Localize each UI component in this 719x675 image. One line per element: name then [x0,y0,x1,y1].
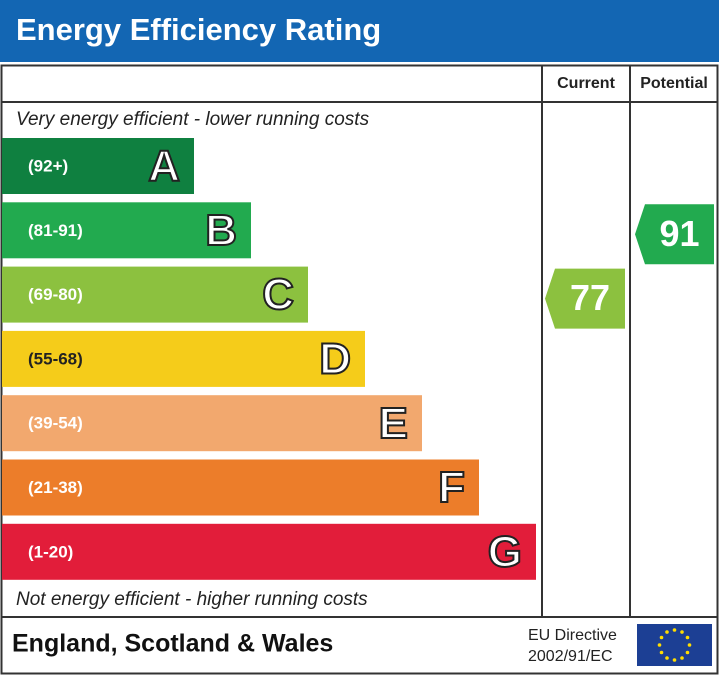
star [680,656,684,660]
star [680,630,684,634]
band-range: (55-68) [28,349,83,368]
band-range: (81-91) [28,221,83,240]
star [687,643,692,647]
star [659,635,664,640]
band-bar [2,202,251,259]
star [657,643,662,647]
band-letter: B [205,206,237,255]
band-bar [2,459,479,516]
band-bar [2,395,422,452]
star [672,658,677,662]
star [685,635,690,640]
band-letter: E [379,399,408,448]
band-bar [2,330,365,387]
rating-arrow [635,204,714,265]
title-bar [0,0,719,62]
band-bar [2,138,194,194]
top-note: Very energy efficient - lower running co… [16,109,370,130]
band-range: (21-38) [28,478,83,497]
region: England, Scotland & Wales [12,630,333,658]
band-range: (69-80) [28,285,83,304]
star [672,628,677,632]
band-bar [2,266,308,323]
band-bar [2,523,536,580]
band-range: (1-20) [28,542,73,561]
bottom-note: Not energy efficient - higher running co… [16,589,368,610]
band-letter: C [262,270,294,319]
column-header: Potential [640,75,708,92]
rating-value: 91 [659,213,699,254]
band-letter: G [488,527,522,576]
band-range: (92+) [28,156,68,175]
star [685,650,690,655]
column-header: Current [557,75,615,92]
eu-stars [657,628,692,662]
star [665,656,669,660]
rating-arrow [545,268,625,329]
title: Energy Efficiency Rating [16,12,381,47]
band-range: (39-54) [28,414,83,433]
rating-value: 77 [570,277,610,318]
star [665,630,669,634]
star [659,650,664,655]
directive: 2002/91/EC [528,648,613,665]
band-letter: D [319,335,351,384]
directive: EU Directive [528,627,617,644]
frame [0,64,719,675]
band-letter: F [438,463,465,512]
band-letter: A [148,142,180,191]
